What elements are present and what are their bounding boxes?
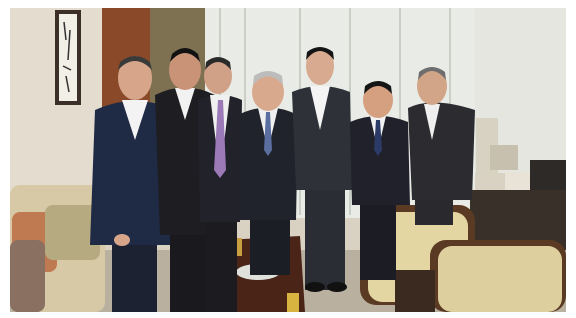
armchair-right [430,240,566,312]
page [0,0,576,318]
sofa-left [10,185,105,312]
photo [0,0,576,318]
small-table [395,270,435,312]
